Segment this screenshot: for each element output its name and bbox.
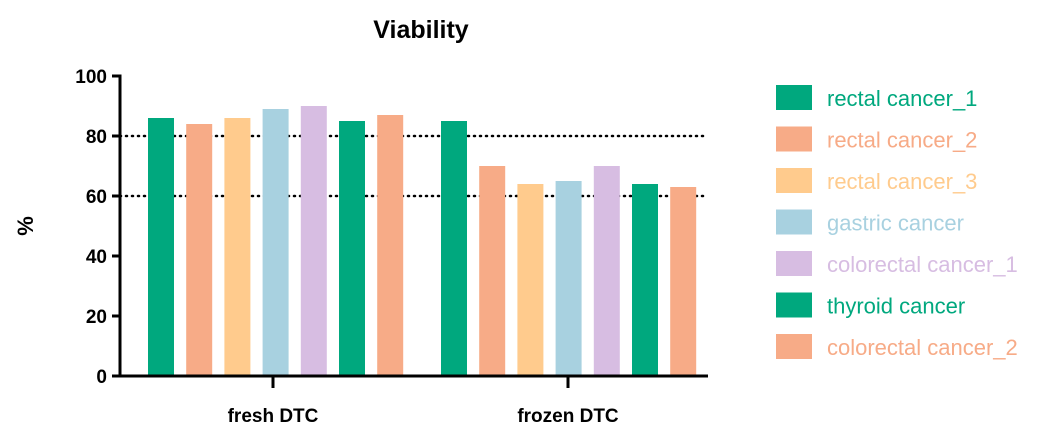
chart-title: Viability bbox=[373, 16, 469, 44]
legend-swatch-rectal-cancer-3 bbox=[776, 168, 812, 193]
axes: 0 20 40 60 80 100 fresh DTC frozen DTC bbox=[75, 67, 708, 427]
y-tick-label-40: 40 bbox=[86, 247, 107, 268]
legend-label-colorectal-cancer-2: colorectal cancer_2 bbox=[827, 335, 1018, 360]
legend-label-thyroid-cancer: thyroid cancer bbox=[827, 294, 965, 319]
y-tick-label-80: 80 bbox=[86, 127, 107, 148]
bar-colorectal-cancer-2-0 bbox=[377, 115, 404, 376]
legend-label-colorectal-cancer-1: colorectal cancer_1 bbox=[827, 252, 1018, 277]
legend-swatch-rectal-cancer-1 bbox=[776, 85, 812, 110]
y-tick-label-100: 100 bbox=[75, 67, 107, 88]
y-axis-label: % bbox=[13, 216, 38, 236]
legend-label-rectal-cancer-1: rectal cancer_1 bbox=[827, 86, 977, 111]
bar-rectal-cancer-3-1 bbox=[517, 184, 544, 376]
bar-gastric-cancer-1 bbox=[555, 181, 582, 376]
reference-lines bbox=[118, 134, 710, 198]
bar-rectal-cancer-1-1 bbox=[441, 121, 467, 376]
x-tick-label-0: fresh DTC bbox=[228, 406, 319, 427]
bar-rectal-cancer-3-0 bbox=[224, 118, 251, 376]
legend-label-rectal-cancer-2: rectal cancer_2 bbox=[827, 128, 977, 153]
legend-swatch-colorectal-cancer-1 bbox=[776, 251, 812, 276]
bar-colorectal-cancer-1-0 bbox=[300, 106, 327, 376]
legend-label-rectal-cancer-3: rectal cancer_3 bbox=[827, 169, 977, 194]
legend-swatch-gastric-cancer bbox=[776, 209, 812, 235]
legend-swatch-rectal-cancer-2 bbox=[776, 126, 812, 152]
bar-colorectal-cancer-1-1 bbox=[593, 166, 620, 376]
y-tick-label-0: 0 bbox=[96, 367, 107, 388]
x-tick-label-1: frozen DTC bbox=[517, 406, 619, 427]
legend-swatch-thyroid-cancer bbox=[776, 292, 812, 318]
bar-rectal-cancer-2-1 bbox=[479, 166, 506, 376]
y-tick-label-20: 20 bbox=[86, 307, 107, 328]
y-tick-label-60: 60 bbox=[86, 187, 107, 208]
bar-thyroid-cancer-1 bbox=[632, 184, 658, 376]
bar-colorectal-cancer-2-1 bbox=[670, 187, 697, 376]
legend-swatch-colorectal-cancer-2 bbox=[776, 334, 812, 359]
legend-label-gastric-cancer: gastric cancer bbox=[827, 211, 964, 236]
bars bbox=[148, 106, 697, 376]
bar-thyroid-cancer-0 bbox=[339, 121, 365, 376]
bar-rectal-cancer-1-0 bbox=[148, 118, 174, 376]
bar-rectal-cancer-2-0 bbox=[186, 124, 213, 376]
bar-gastric-cancer-0 bbox=[262, 109, 289, 376]
